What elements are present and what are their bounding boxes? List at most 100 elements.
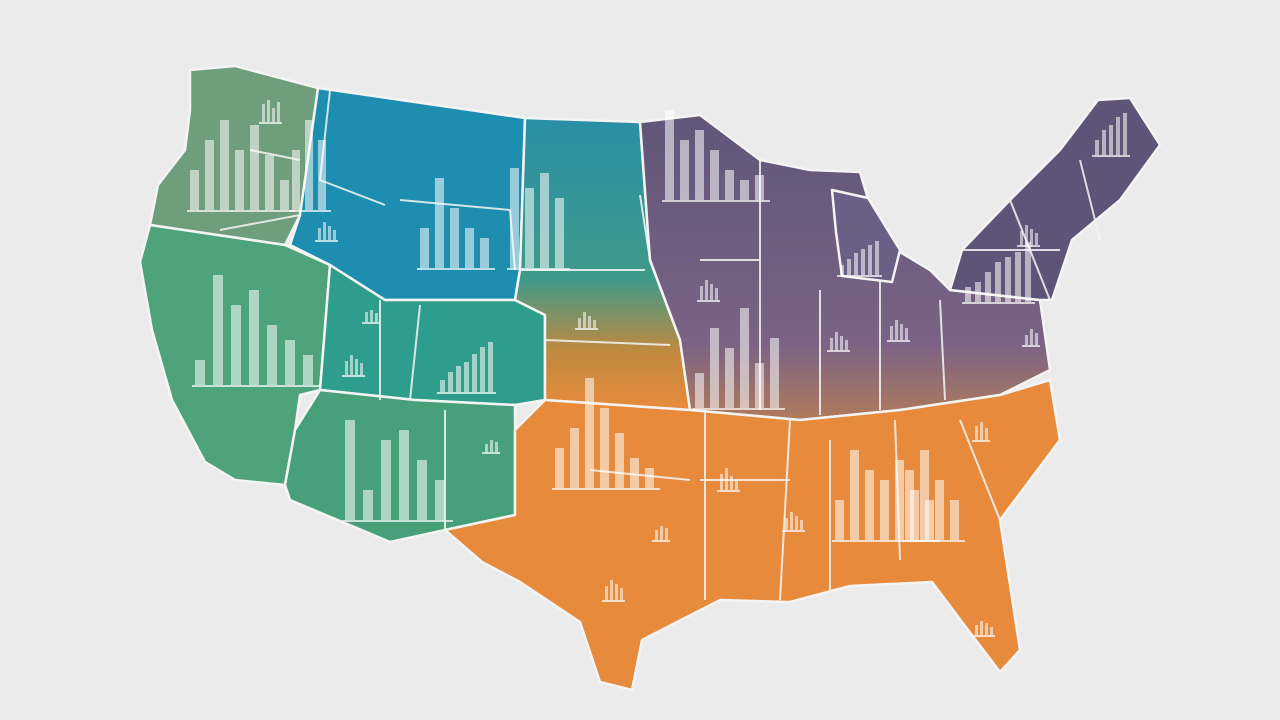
bar-glyph [770, 338, 779, 408]
bar-glyph [895, 320, 898, 340]
bar-glyph [740, 308, 749, 408]
bar-glyph [1030, 329, 1033, 345]
bar-glyph [880, 480, 889, 540]
bar-glyph [695, 130, 704, 200]
bar-glyph [730, 476, 733, 490]
bar-glyph [1123, 113, 1127, 155]
bar-glyph [830, 338, 833, 350]
bar-glyph [495, 442, 498, 452]
bar-glyph [363, 490, 373, 520]
bar-glyph [303, 355, 313, 385]
bar-glyph [420, 228, 429, 268]
bar-glyph [755, 175, 764, 200]
bar-glyph [585, 378, 594, 488]
bar-glyph [435, 480, 445, 520]
bar-glyph [375, 313, 378, 322]
bar-glyph [720, 474, 723, 490]
bar-glyph [680, 140, 689, 200]
bar-glyph [305, 120, 313, 210]
bar-glyph [345, 361, 348, 375]
bar-glyph [525, 188, 534, 268]
bar-glyph [645, 468, 654, 488]
bar-glyph [323, 222, 326, 240]
bar-glyph [740, 180, 749, 200]
bar-glyph [868, 245, 872, 275]
bar-glyph [1102, 130, 1106, 155]
bar-decorations [187, 100, 1130, 637]
bar-glyph [583, 312, 586, 328]
bar-glyph [975, 426, 978, 440]
bar-glyph [620, 588, 623, 600]
bar-glyph [755, 363, 764, 408]
bar-glyph [850, 450, 859, 540]
bar-glyph [328, 226, 331, 240]
bar-glyph [490, 440, 493, 452]
bar-glyph [854, 253, 858, 275]
bar-glyph [555, 198, 564, 268]
bar-glyph [655, 530, 658, 540]
bar-glyph [205, 140, 214, 210]
bar-glyph [950, 500, 959, 540]
bar-glyph [965, 287, 971, 302]
bar-glyph [790, 512, 793, 530]
bar-glyph [220, 120, 229, 210]
bar-glyph [510, 168, 519, 268]
bar-glyph [840, 336, 843, 350]
bar-glyph [660, 526, 663, 540]
bar-glyph [195, 360, 205, 385]
bar-glyph [578, 318, 581, 328]
bar-glyph [267, 100, 270, 122]
bar-glyph [190, 170, 199, 210]
bar-glyph [1116, 117, 1120, 155]
bar-glyph [905, 470, 914, 540]
bar-glyph [440, 380, 445, 392]
bar-glyph [710, 328, 719, 408]
bar-glyph [1109, 125, 1113, 155]
bar-glyph [399, 430, 409, 520]
bar-glyph [800, 520, 803, 530]
bar-glyph [465, 228, 474, 268]
bar-glyph [472, 354, 477, 392]
bar-glyph [900, 324, 903, 340]
bar-glyph [267, 325, 277, 385]
bar-glyph [231, 305, 241, 385]
bar-glyph [1030, 229, 1033, 245]
bar-glyph [540, 173, 549, 268]
bar-glyph [925, 500, 934, 540]
bar-glyph [350, 355, 353, 375]
bar-glyph [890, 326, 893, 340]
bar-glyph [895, 460, 904, 540]
bar-glyph [725, 348, 734, 408]
bar-glyph [835, 500, 844, 540]
bar-glyph [630, 458, 639, 488]
bar-glyph [345, 420, 355, 520]
bar-glyph [847, 259, 851, 275]
bar-glyph [715, 288, 718, 300]
bar-glyph [710, 284, 713, 300]
bar-glyph [417, 460, 427, 520]
bar-glyph [450, 208, 459, 268]
bar-glyph [588, 316, 591, 328]
bar-glyph [700, 286, 703, 300]
bar-glyph [840, 265, 844, 275]
bar-glyph [333, 230, 336, 240]
bar-glyph [975, 282, 981, 302]
bar-glyph [980, 422, 983, 440]
bar-glyph [665, 110, 674, 200]
bar-glyph [1020, 231, 1023, 245]
bar-glyph [265, 155, 274, 210]
bar-glyph [615, 433, 624, 488]
bar-glyph [318, 228, 321, 240]
bar-glyph [710, 150, 719, 200]
bar-glyph [610, 580, 613, 600]
bar-glyph [365, 312, 368, 322]
bar-glyph [615, 584, 618, 600]
bar-glyph [360, 363, 363, 375]
bar-glyph [695, 373, 704, 408]
bar-glyph [875, 241, 879, 275]
bar-glyph [1025, 242, 1031, 302]
bar-glyph [725, 468, 728, 490]
bar-glyph [285, 340, 295, 385]
bar-glyph [355, 359, 358, 375]
